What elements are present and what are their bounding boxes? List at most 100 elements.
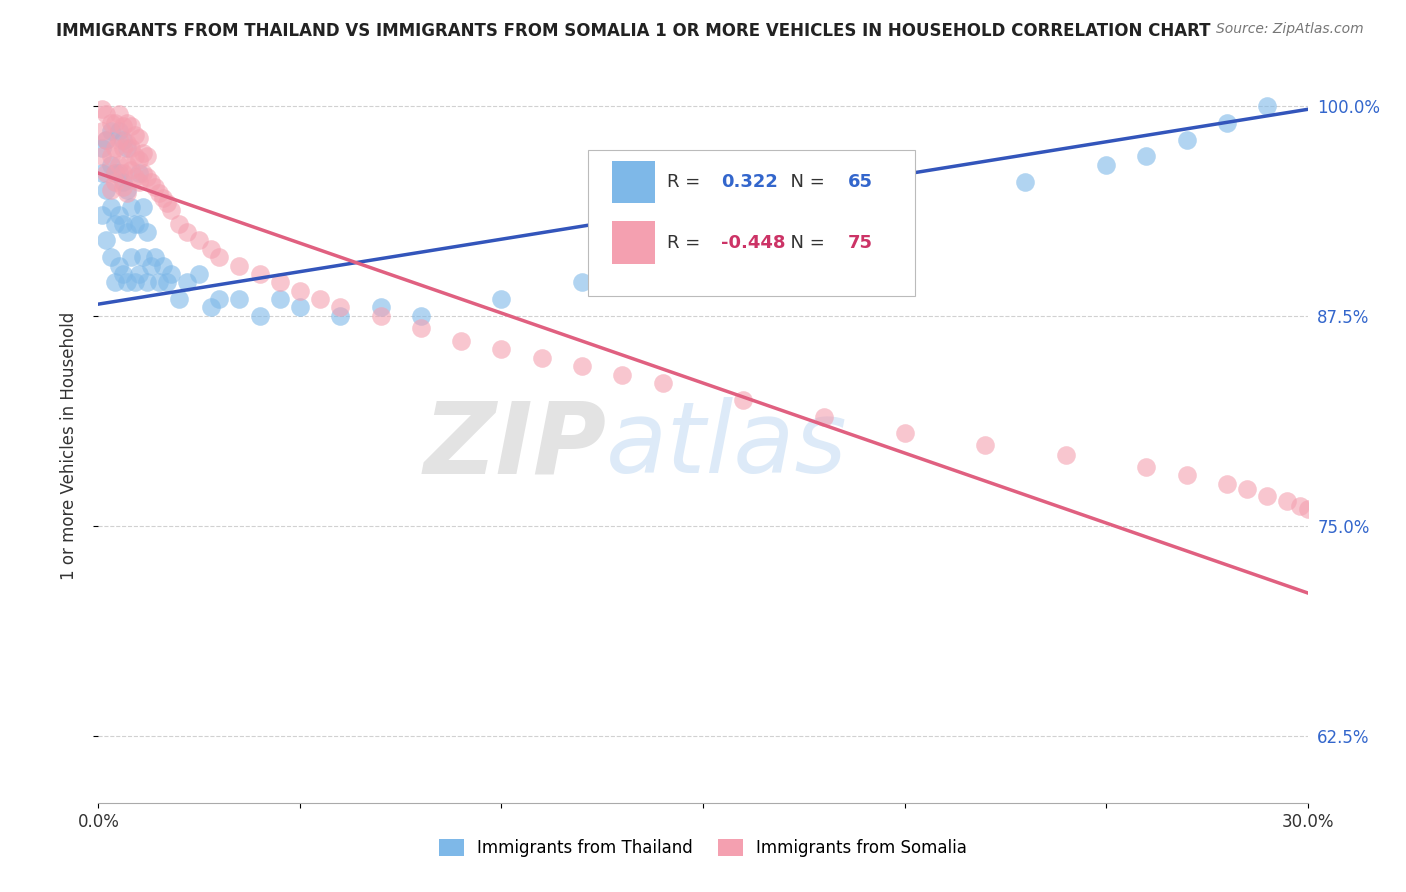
Point [132, 146, 155, 161]
Point [974, 438, 997, 452]
Point [135, 169, 157, 184]
Point [91, 149, 114, 163]
Point [103, 166, 125, 180]
Point [148, 275, 170, 289]
Point [120, 250, 142, 264]
Point [115, 275, 138, 289]
Point [156, 275, 179, 289]
Point [530, 351, 553, 365]
Point [103, 175, 125, 189]
Point [329, 301, 352, 315]
Point [103, 141, 125, 155]
Point [115, 136, 138, 150]
Point [228, 259, 250, 273]
Point [100, 149, 122, 163]
Text: IMMIGRANTS FROM THAILAND VS IMMIGRANTS FROM SOMALIA 1 OR MORE VEHICLES IN HOUSEH: IMMIGRANTS FROM THAILAND VS IMMIGRANTS F… [56, 22, 1211, 40]
Point [107, 166, 129, 180]
Point [135, 149, 157, 163]
Point [100, 158, 122, 172]
Text: Source: ZipAtlas.com: Source: ZipAtlas.com [1216, 22, 1364, 37]
Point [96, 183, 118, 197]
Point [813, 409, 835, 424]
Point [111, 179, 134, 194]
Point [111, 132, 134, 146]
Point [1014, 175, 1036, 189]
Point [120, 141, 142, 155]
Point [409, 320, 432, 334]
Point [128, 217, 150, 231]
Point [100, 116, 122, 130]
FancyBboxPatch shape [588, 150, 915, 296]
Point [156, 196, 179, 211]
Point [1095, 158, 1118, 172]
Point [1236, 482, 1258, 496]
Text: 75: 75 [848, 234, 873, 252]
Point [309, 292, 332, 306]
Text: R =: R = [666, 234, 706, 252]
Point [176, 275, 198, 289]
Point [571, 275, 593, 289]
Point [370, 309, 392, 323]
Point [124, 128, 146, 142]
Point [111, 166, 134, 180]
Point [103, 275, 125, 289]
Point [107, 124, 129, 138]
Point [269, 275, 291, 289]
Point [160, 203, 183, 218]
Point [188, 233, 211, 247]
Point [132, 200, 155, 214]
Point [139, 259, 162, 273]
Point [1175, 132, 1198, 146]
Point [107, 259, 129, 273]
Text: ZIP: ZIP [423, 398, 606, 494]
Point [1288, 499, 1310, 513]
Point [1135, 149, 1157, 163]
Point [124, 149, 146, 163]
Point [100, 183, 122, 197]
Point [96, 132, 118, 146]
Point [1256, 489, 1278, 503]
Point [167, 292, 190, 306]
Text: N =: N = [779, 173, 831, 191]
Point [111, 119, 134, 133]
Point [135, 275, 157, 289]
Point [288, 284, 311, 298]
Point [111, 175, 134, 189]
Point [167, 217, 190, 231]
Point [96, 233, 118, 247]
Point [100, 124, 122, 138]
Point [269, 292, 291, 306]
Point [115, 141, 138, 155]
Point [111, 217, 134, 231]
Text: -0.448: -0.448 [721, 234, 786, 252]
Point [249, 309, 271, 323]
Point [491, 343, 513, 357]
Point [288, 301, 311, 315]
Point [124, 275, 146, 289]
Point [120, 119, 142, 133]
Point [409, 309, 432, 323]
Point [1054, 448, 1077, 462]
Point [124, 217, 146, 231]
Point [100, 250, 122, 264]
Point [91, 208, 114, 222]
Point [103, 217, 125, 231]
Point [103, 116, 125, 130]
Point [651, 376, 673, 390]
Point [893, 426, 915, 441]
Point [143, 250, 166, 264]
Text: 65: 65 [848, 173, 873, 191]
Point [188, 267, 211, 281]
Point [208, 250, 231, 264]
Text: R =: R = [666, 173, 706, 191]
Point [176, 225, 198, 239]
Point [148, 186, 170, 201]
Point [91, 141, 114, 155]
Point [152, 259, 174, 273]
Point [120, 200, 142, 214]
Point [115, 186, 138, 201]
Point [139, 175, 162, 189]
Point [124, 169, 146, 184]
Point [91, 103, 114, 117]
Point [893, 200, 915, 214]
